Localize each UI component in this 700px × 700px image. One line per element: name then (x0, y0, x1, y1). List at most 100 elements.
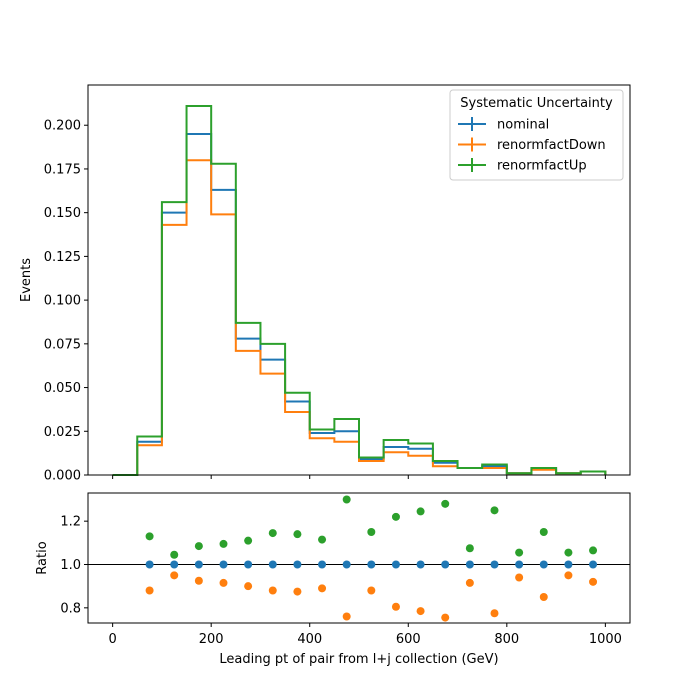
ratio-point-renormfactDown (490, 609, 499, 618)
ratio-point-renormfactDown (293, 587, 302, 596)
ratio-point-renormfactUp (194, 542, 203, 551)
ratio-x-tick-label: 200 (199, 632, 224, 647)
ratio-point-renormfactUp (391, 512, 400, 521)
ratio-point-renormfactUp (367, 528, 376, 536)
ratio-y-tick-label: 0.8 (60, 601, 81, 616)
ratio-point-renormfactUp (145, 532, 154, 541)
main-y-tick-label: 0.150 (44, 206, 81, 221)
ratio-point-nominal (145, 560, 154, 569)
ratio-point-renormfactUp (293, 530, 302, 539)
ratio-point-nominal (367, 560, 376, 569)
ratio-point-renormfactDown (145, 586, 154, 595)
ratio-point-renormfactDown (318, 584, 327, 593)
ratio-series-renormfactUp (145, 495, 598, 559)
ratio-point-renormfactUp (564, 548, 573, 557)
ratio-point-renormfactDown (342, 612, 351, 621)
ratio-point-renormfactDown (539, 593, 548, 601)
ratio-point-nominal (318, 560, 327, 569)
ratio-point-renormfactDown (465, 578, 474, 587)
main-y-axis-label: Events (19, 258, 34, 302)
ratio-point-renormfactDown (589, 577, 598, 586)
x-axis-label: Leading pt of pair from l+j collection (… (219, 652, 498, 667)
legend-entry-renormfactDown: renormfactDown (458, 137, 606, 153)
main-plot-frame (87, 84, 631, 476)
main-x-ticks (112, 475, 606, 479)
ratio-point-renormfactUp (416, 507, 425, 516)
ratio-point-nominal (391, 560, 400, 569)
ratio-point-renormfactDown (170, 571, 179, 580)
legend-label-nominal: nominal (497, 118, 549, 133)
legend: Systematic Uncertainty nominal renormfact… (449, 89, 624, 181)
ratio-point-renormfactDown (194, 576, 203, 585)
ratio-point-nominal (342, 560, 351, 569)
ratio-point-renormfactDown (244, 582, 253, 591)
ratio-point-nominal (490, 560, 499, 569)
ratio-point-renormfactUp (219, 539, 228, 548)
ratio-series-renormfactDown (145, 571, 598, 622)
ratio-point-renormfactDown (391, 602, 400, 611)
legend-entries: nominal renormfactDown renormfactUp (458, 117, 606, 174)
ratio-panel: 0.8 1.0 1.2 0 200 400 600 800 1000 Ratio Leadin… (35, 492, 631, 667)
main-y-tick-label: 0.200 (44, 119, 81, 134)
ratio-y-tick-label: 1.0 (60, 558, 81, 573)
ratio-point-nominal (268, 560, 277, 569)
ratio-point-nominal (244, 560, 253, 569)
ratio-y-tick-label: 1.2 (60, 515, 81, 530)
legend-entry-nominal: nominal (458, 117, 549, 133)
main-y-tick-label: 0.100 (44, 294, 81, 309)
ratio-point-nominal (515, 560, 524, 569)
ratio-point-nominal (589, 560, 598, 569)
ratio-point-nominal (441, 560, 450, 569)
main-y-tick-label: 0.000 (44, 469, 81, 484)
legend-title: Systematic Uncertainty (460, 96, 613, 111)
ratio-point-renormfactUp (342, 495, 351, 504)
ratio-point-renormfactDown (367, 586, 376, 595)
ratio-point-renormfactUp (244, 536, 253, 545)
ratio-x-ticks: 0 200 400 600 800 1000 (108, 623, 622, 647)
ratio-point-renormfactDown (219, 578, 228, 587)
ratio-point-renormfactDown (268, 586, 277, 595)
ratio-point-renormfactDown (441, 613, 450, 622)
ratio-point-renormfactDown (564, 571, 573, 580)
legend-box (449, 89, 624, 181)
main-y-ticks: 0.000 0.025 0.050 0.075 0.100 0.125 0.150 0.175… (44, 119, 88, 484)
histogram-step-renormfactUp (112, 104, 607, 476)
ratio-point-renormfactUp (539, 528, 548, 536)
ratio-point-renormfactUp (441, 499, 450, 508)
ratio-x-tick-label: 0 (108, 632, 116, 647)
ratio-x-tick-label: 1000 (589, 632, 622, 647)
ratio-point-renormfactDown (416, 607, 425, 616)
ratio-point-nominal (416, 560, 425, 569)
ratio-point-renormfactUp (465, 544, 474, 553)
ratio-point-nominal (219, 560, 228, 569)
ratio-point-nominal (194, 560, 203, 569)
ratio-y-ticks: 0.8 1.0 1.2 (60, 515, 88, 616)
ratio-point-renormfactUp (490, 506, 499, 515)
ratio-series-nominal (145, 560, 598, 569)
main-y-tick-label: 0.125 (44, 250, 81, 265)
ratio-point-nominal (293, 560, 302, 569)
ratio-point-renormfactUp (170, 550, 179, 559)
main-y-tick-label: 0.175 (44, 162, 81, 177)
ratio-point-nominal (170, 560, 179, 569)
ratio-point-renormfactDown (515, 573, 524, 582)
ratio-x-tick-label: 400 (297, 632, 322, 647)
main-y-tick-label: 0.075 (44, 337, 81, 352)
ratio-point-nominal (539, 560, 548, 569)
legend-entry-renormfactUp: renormfactUp (458, 158, 587, 174)
series-renormfactUp (112, 104, 607, 476)
ratio-plot-frame (87, 492, 631, 624)
ratio-point-renormfactUp (318, 535, 327, 544)
main-series-layer (112, 104, 607, 476)
ratio-x-tick-label: 600 (396, 632, 421, 647)
ratio-x-tick-label: 800 (494, 632, 519, 647)
main-y-tick-label: 0.025 (44, 425, 81, 440)
legend-label-renormfactDown: renormfactDown (497, 138, 606, 153)
legend-label-renormfactUp: renormfactUp (497, 159, 587, 174)
ratio-points-layer (145, 495, 598, 622)
ratio-point-renormfactUp (268, 529, 277, 538)
ratio-point-renormfactUp (589, 546, 598, 555)
main-y-tick-label: 0.050 (44, 381, 81, 396)
